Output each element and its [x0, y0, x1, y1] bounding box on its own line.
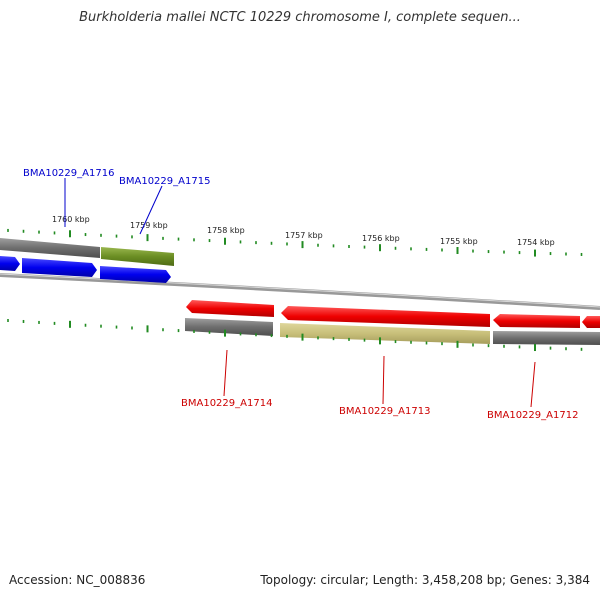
- cds-arrow-a1716[interactable]: [22, 258, 97, 277]
- backbone-line: [0, 273, 600, 310]
- gene-label-a1716[interactable]: BMA10229_A1716: [23, 168, 114, 179]
- scale-label-1755: 1755 kbp: [440, 237, 478, 246]
- scale-label-1760: 1760 kbp: [52, 215, 90, 224]
- gene-label-a1714[interactable]: BMA10229_A1714: [181, 398, 272, 409]
- cds-arrow-a1712[interactable]: [493, 314, 580, 328]
- cds-arrow-a1713[interactable]: [281, 306, 490, 327]
- gene-bar-a1714-outer[interactable]: [185, 318, 273, 336]
- scale-label-1757: 1757 kbp: [285, 231, 323, 240]
- gene-bar-a1716-outer[interactable]: [0, 238, 100, 258]
- scale-labels: 1760 kbp 1759 kbp 1758 kbp 1757 kbp 1756…: [52, 215, 555, 247]
- leader-line-a1712: [530, 361, 536, 408]
- cds-arrow-a1717[interactable]: [0, 256, 20, 271]
- gene-label-a1713[interactable]: BMA10229_A1713: [339, 406, 430, 417]
- gene-label-a1715[interactable]: BMA10229_A1715: [119, 176, 210, 187]
- ruler-ticks-bottom: [7, 319, 583, 352]
- cds-arrow-a1715[interactable]: [100, 266, 171, 283]
- leader-line-a1713: [382, 355, 385, 405]
- gene-bar-a1715-outer[interactable]: [101, 247, 174, 266]
- cds-arrow-a1711[interactable]: [582, 316, 600, 328]
- leader-line-a1715: [139, 185, 163, 235]
- gene-bar-a1713-outer[interactable]: [280, 323, 490, 344]
- backbone-line-highlight: [0, 273, 600, 308]
- scale-label-1754: 1754 kbp: [517, 238, 555, 247]
- scale-label-1759: 1759 kbp: [130, 221, 168, 230]
- gene-bar-a1712-outer[interactable]: [493, 331, 600, 345]
- scale-label-1756: 1756 kbp: [362, 234, 400, 243]
- scale-label-1758: 1758 kbp: [207, 226, 245, 235]
- accession-text: Accession: NC_008836: [9, 573, 146, 587]
- page-title: Burkholderia mallei NCTC 10229 chromosom…: [79, 10, 521, 25]
- gene-label-a1712[interactable]: BMA10229_A1712: [487, 410, 578, 421]
- leader-line-a1714: [223, 349, 228, 397]
- ruler-ticks-top: [7, 228, 583, 257]
- genome-summary-text: Topology: circular; Length: 3,458,208 bp…: [260, 573, 590, 587]
- cds-arrow-a1714[interactable]: [186, 300, 274, 317]
